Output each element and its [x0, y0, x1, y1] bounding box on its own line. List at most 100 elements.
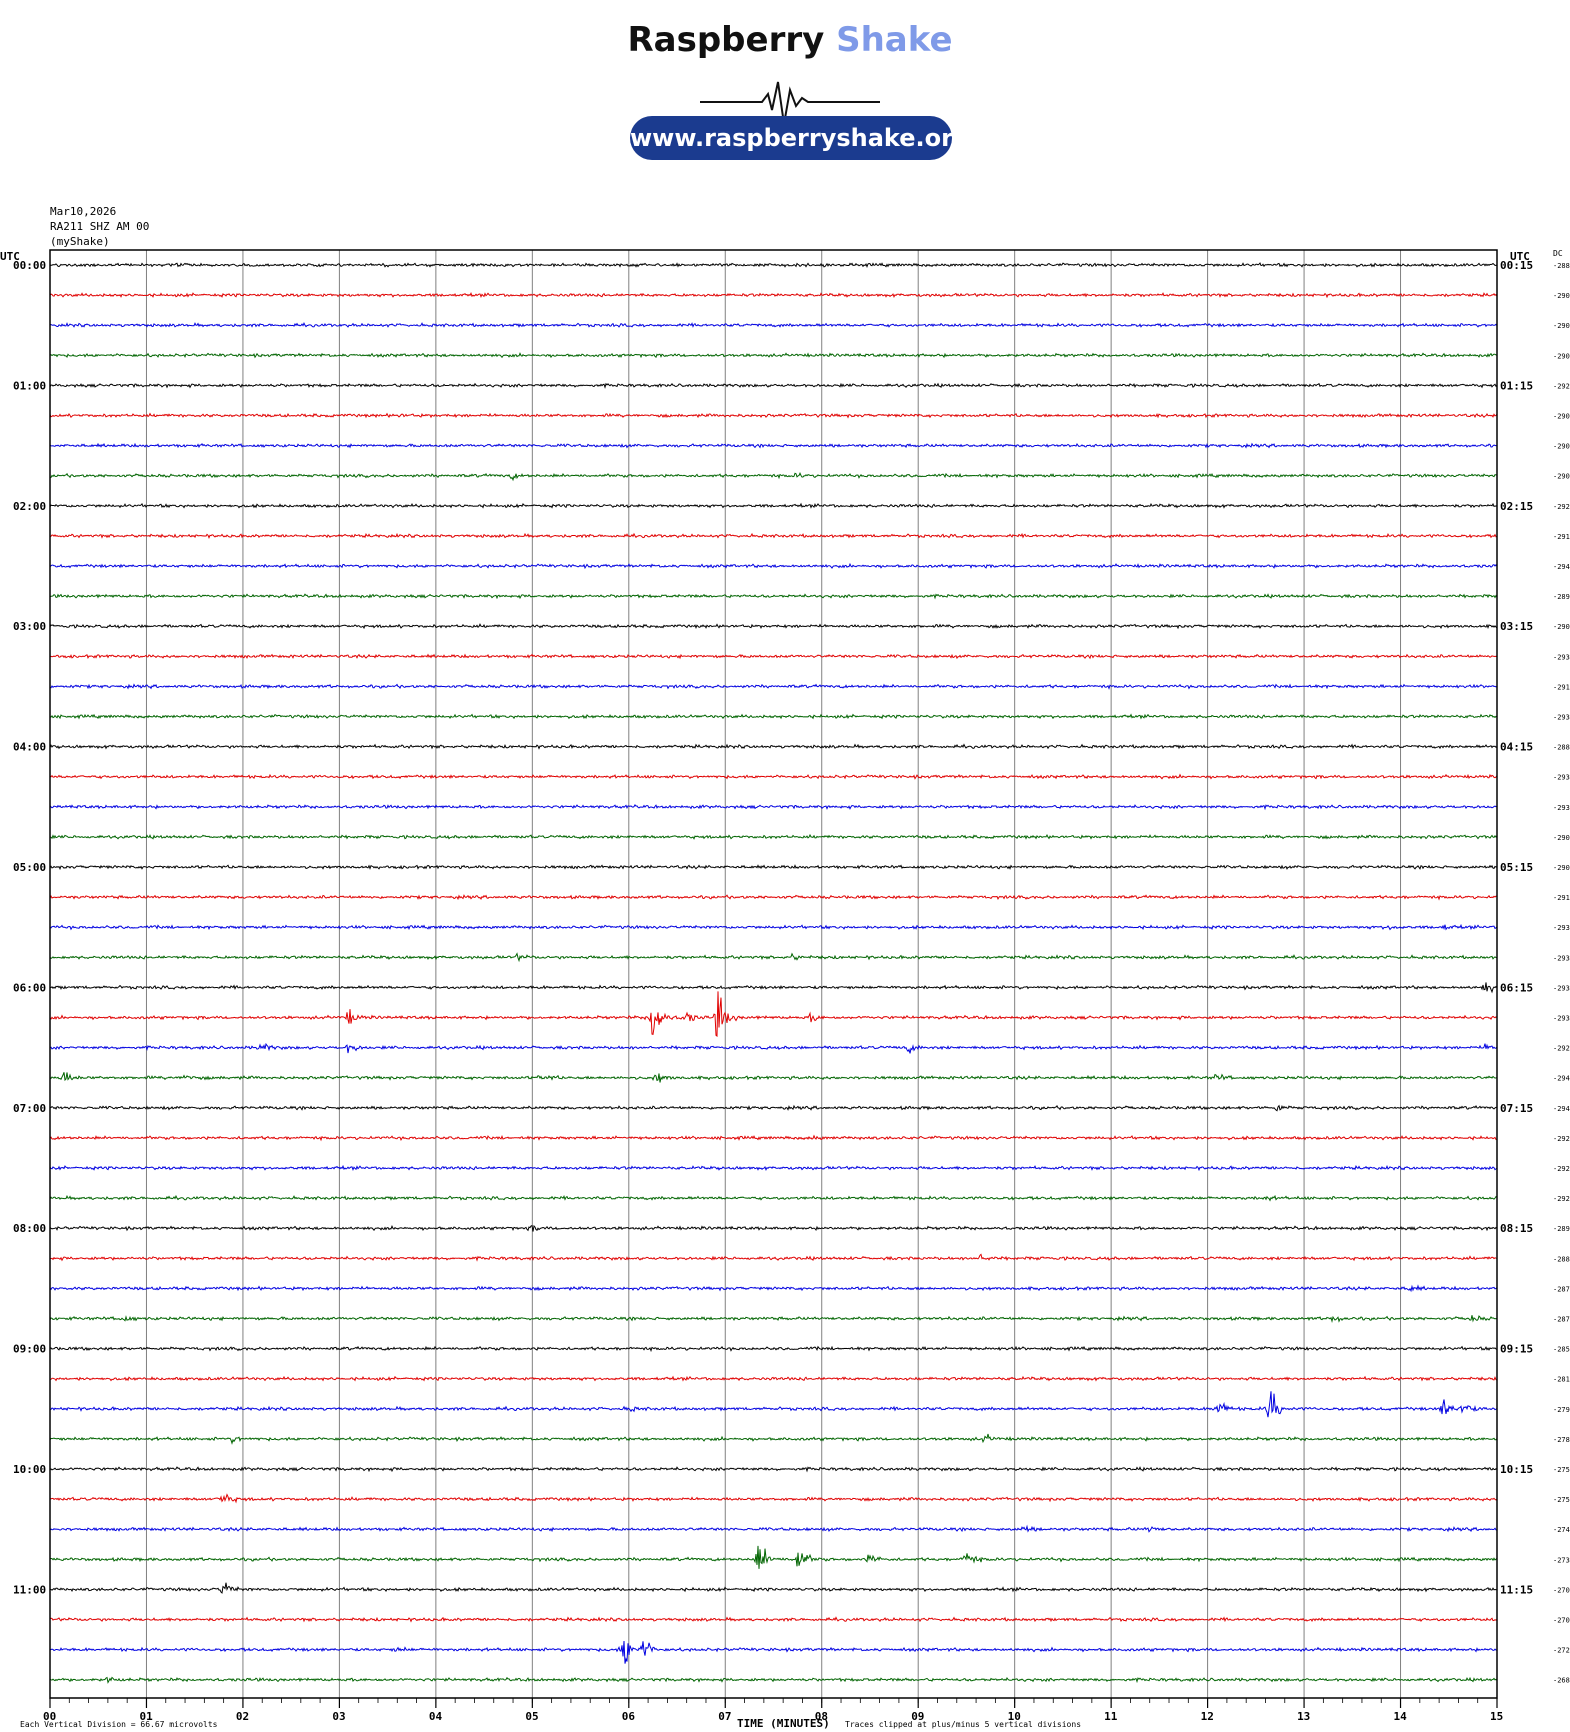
trace-row [49, 923, 1498, 931]
seismic-traces [49, 262, 1498, 1684]
x-tick-label: 08 [815, 1710, 828, 1723]
trace-row [49, 833, 1498, 840]
hour-label-right: 03:15 [1500, 620, 1533, 633]
trace-row [49, 471, 1497, 482]
dc-offset-label: -293 [1553, 714, 1570, 722]
x-tick-label: 03 [332, 1710, 345, 1723]
plot-frame [49, 249, 1498, 1699]
station-code: RA211 SHZ AM 00 [50, 220, 150, 233]
dc-offset-label: -290 [1553, 443, 1570, 451]
trace-row [49, 743, 1498, 750]
dc-offset-label: -273 [1553, 1556, 1570, 1564]
trace-row [49, 1466, 1498, 1473]
x-tick-label: 02 [236, 1710, 249, 1723]
dc-offset-label: -290 [1553, 864, 1570, 872]
hour-label-left: 00:00 [13, 259, 46, 272]
trace-row [49, 1042, 1498, 1054]
hour-label-right: 08:15 [1500, 1222, 1533, 1235]
dc-offset-label: -281 [1553, 1376, 1570, 1384]
trace-row [49, 1315, 1498, 1324]
trace-row [49, 262, 1498, 268]
dc-offset-label: -290 [1553, 322, 1570, 330]
dc-offset-label: -290 [1553, 352, 1570, 360]
dc-offset-label: -268 [1553, 1677, 1570, 1685]
dc-offset-label: -294 [1553, 563, 1570, 571]
dc-offset-label: -270 [1553, 1586, 1570, 1594]
dc-offset-label: -291 [1553, 533, 1570, 541]
dc-offset-label: -293 [1553, 984, 1570, 992]
trace-row [49, 321, 1498, 328]
dc-offset-label: -275 [1553, 1496, 1570, 1504]
trace-row [49, 991, 1498, 1037]
dc-offset-label: -291 [1553, 894, 1570, 902]
trace-row [49, 804, 1498, 811]
dc-offset-label: -289 [1553, 593, 1570, 601]
trace-row [49, 952, 1498, 963]
trace-row [49, 653, 1498, 660]
dc-offset-label: -293 [1553, 1015, 1570, 1023]
logo-title: Raspberry Shake [620, 20, 960, 60]
clip-note: Traces clipped at plus/minus 5 vertical … [845, 1720, 1081, 1729]
trace-row [49, 1164, 1498, 1172]
dc-offset-label: -272 [1553, 1647, 1570, 1655]
trace-row [49, 442, 1498, 449]
trace-row [49, 1194, 1498, 1202]
dc-offset-label: -293 [1553, 924, 1570, 932]
hour-label-left: 11:00 [13, 1583, 46, 1596]
data-source: (myShake) [50, 235, 110, 248]
dc-offset-label: -290 [1553, 292, 1570, 300]
division-note: Each Vertical Division = 66.67 microvolt… [20, 1720, 218, 1729]
trace-row [49, 1582, 1498, 1594]
trace-row [49, 291, 1498, 299]
raspberry-shake-logo: Raspberry Shake www.raspberryshake.org [620, 20, 970, 170]
trace-row [49, 1640, 1498, 1664]
dc-offset-label: -289 [1553, 1225, 1570, 1233]
x-tick-label: 11 [1104, 1710, 1118, 1723]
dc-offset-label: -290 [1553, 623, 1570, 631]
x-tick-label: 09 [911, 1710, 924, 1723]
dc-offset-label: -290 [1553, 413, 1570, 421]
hour-label-left: 04:00 [13, 741, 46, 754]
trace-row [49, 1104, 1498, 1112]
trace-row [49, 1676, 1498, 1684]
dc-offset-label: -294 [1553, 1105, 1570, 1113]
trace-row [49, 1545, 1498, 1569]
trace-row [49, 1616, 1498, 1623]
x-tick-label: 15 [1490, 1710, 1503, 1723]
trace-row [49, 623, 1498, 630]
x-tick-label: 00 [43, 1710, 56, 1723]
trace-row [49, 412, 1498, 419]
dc-offset-label: -294 [1553, 1075, 1570, 1083]
dc-offset-label: -293 [1553, 954, 1570, 962]
dc-offset-label: -274 [1553, 1526, 1570, 1534]
dc-offset-label: -287 [1553, 1285, 1570, 1293]
trace-row [49, 713, 1498, 720]
dc-offset-label: -293 [1553, 774, 1570, 782]
logo-word-raspberry: Raspberry [627, 20, 825, 60]
right-utc-title: UTC [1510, 250, 1530, 263]
trace-row [49, 593, 1498, 600]
axis-labels: 00 01 02 03 04 05 06 07 08 09 10 11 12 13 14 15 -288 00:0… [13, 259, 1570, 1723]
x-tick-label: 12 [1201, 1710, 1214, 1723]
trace-row [49, 773, 1498, 780]
dc-column-title: DC [1553, 249, 1563, 258]
dc-offset-label: -288 [1553, 744, 1570, 752]
dc-offset-label: -288 [1553, 262, 1570, 270]
hour-label-left: 09:00 [13, 1343, 46, 1356]
x-axis-title: TIME (MINUTES) [737, 1717, 830, 1730]
dc-offset-label: -291 [1553, 683, 1570, 691]
trace-row [49, 894, 1498, 901]
trace-row [49, 502, 1498, 509]
website-url-badge[interactable]: www.raspberryshake.org [630, 116, 970, 160]
hour-label-right: 01:15 [1500, 379, 1533, 392]
hour-label-left: 06:00 [13, 981, 46, 994]
trace-row [49, 1224, 1498, 1232]
trace-row [49, 1072, 1498, 1083]
dc-offset-label: -270 [1553, 1617, 1570, 1625]
hour-label-left: 10:00 [13, 1463, 46, 1476]
dc-offset-label: -293 [1553, 804, 1570, 812]
hour-label-right: 05:15 [1500, 861, 1533, 874]
dc-offset-label: -292 [1553, 1135, 1570, 1143]
trace-row [49, 864, 1498, 871]
